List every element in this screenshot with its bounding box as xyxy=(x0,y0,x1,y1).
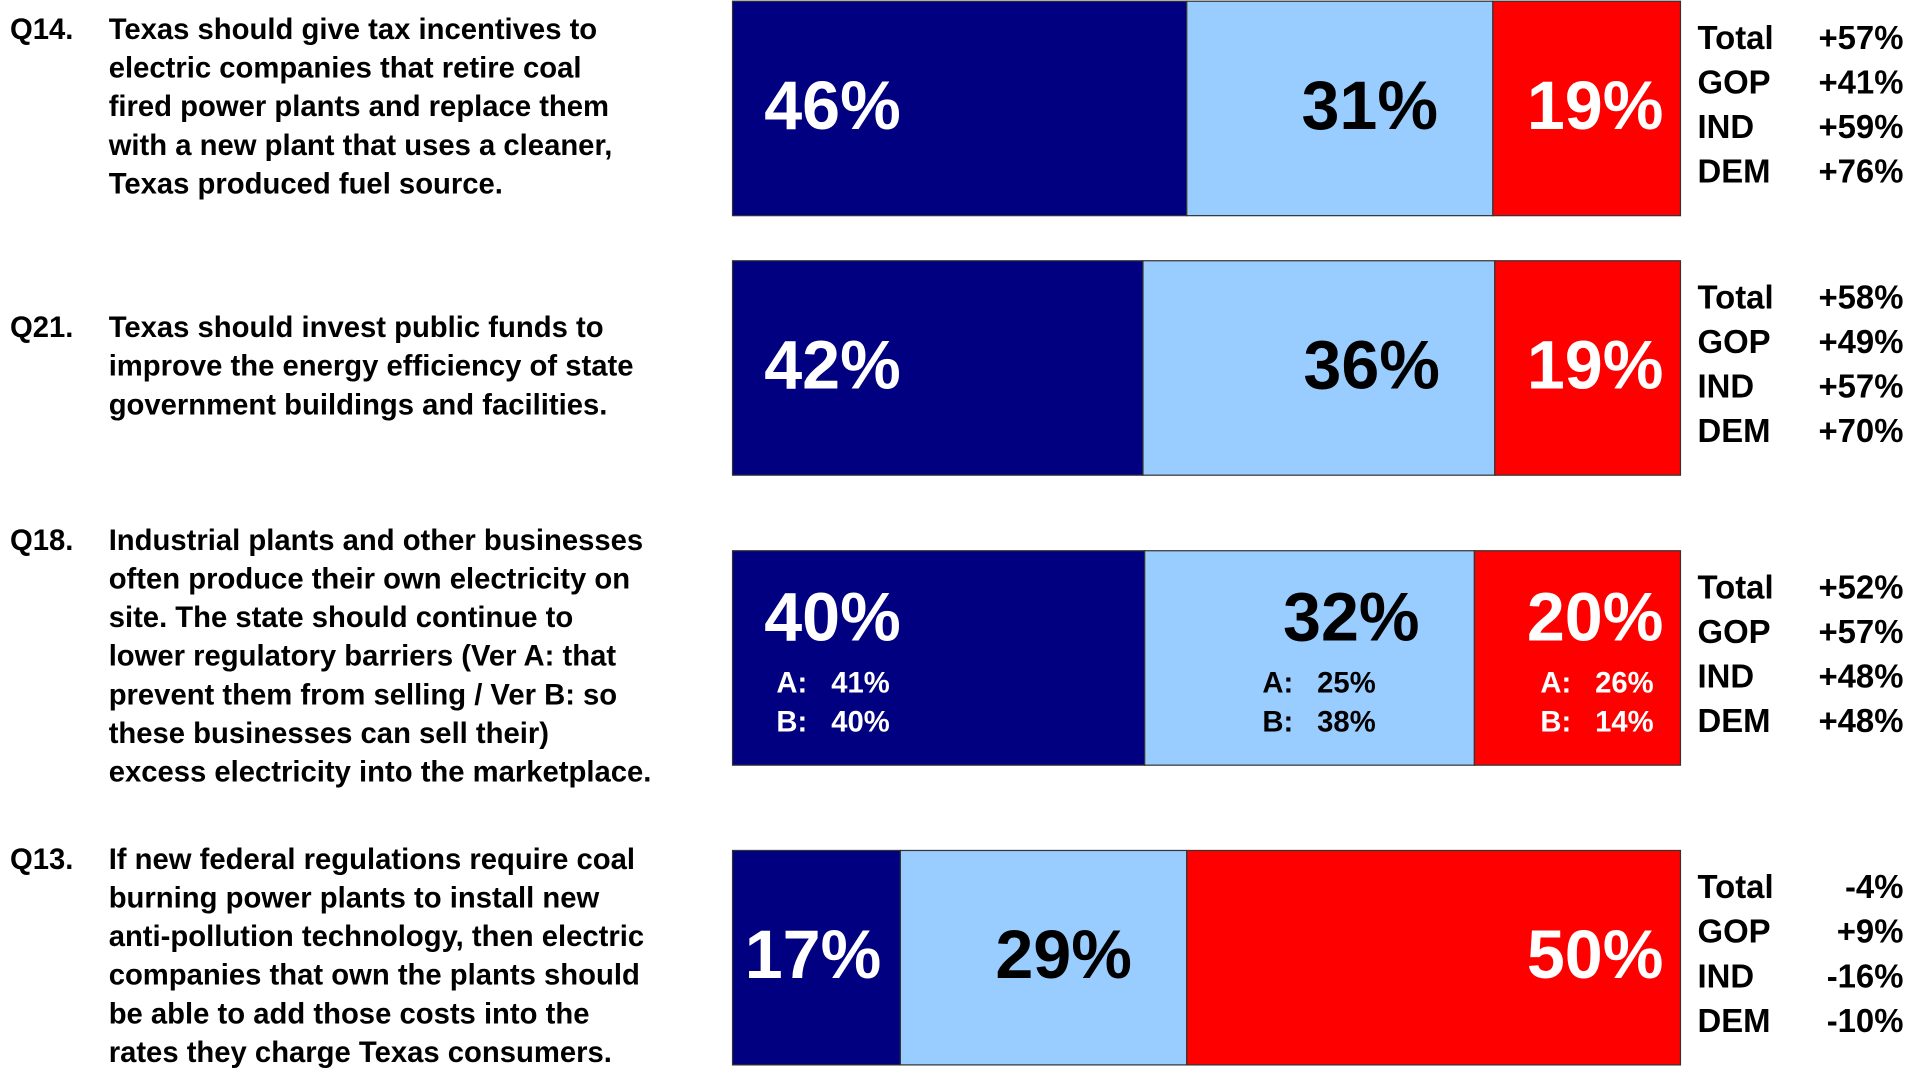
value-label: 42% xyxy=(764,327,901,403)
sub-value: 26% xyxy=(1595,667,1654,699)
value-label: 46% xyxy=(764,68,901,144)
net-group: GOP xyxy=(1698,913,1771,950)
net-group: DEM xyxy=(1698,1002,1771,1039)
net-group: GOP xyxy=(1698,613,1771,650)
net-value: +41% xyxy=(1818,63,1903,100)
net-value: +70% xyxy=(1818,412,1903,449)
net-group: Total xyxy=(1698,19,1774,56)
question-text: companies that own the plants should xyxy=(109,960,640,992)
sub-value: 41% xyxy=(831,667,890,699)
net-value: -10% xyxy=(1827,1002,1904,1039)
sub-label: B: xyxy=(776,706,807,738)
net-group: GOP xyxy=(1698,63,1771,100)
net-group: IND xyxy=(1698,108,1755,145)
net-value: +76% xyxy=(1818,153,1903,190)
question-text: Texas should give tax incentives to xyxy=(109,14,597,46)
net-group: DEM xyxy=(1698,153,1771,190)
net-group: Total xyxy=(1698,568,1774,605)
bar-segment xyxy=(1492,0,1682,217)
bar-segment xyxy=(731,849,902,1066)
sub-label: B: xyxy=(1262,706,1293,738)
value-label: 19% xyxy=(1527,68,1664,144)
question-text: anti-pollution technology, then electric xyxy=(109,921,644,953)
value-label: 17% xyxy=(745,917,882,993)
bar-segment xyxy=(1473,550,1682,766)
question-text: site. The state should continue to xyxy=(109,602,574,634)
sub-label: B: xyxy=(1540,706,1571,738)
question-text: prevent them from selling / Ver B: so xyxy=(109,679,617,711)
net-value: +48% xyxy=(1818,658,1903,695)
question-code: Q18. xyxy=(10,525,73,557)
question-text: improve the energy efficiency of state xyxy=(109,351,634,383)
value-label: 50% xyxy=(1527,917,1664,993)
bar-segment xyxy=(1144,550,1476,766)
bar-segment xyxy=(1142,260,1496,476)
question-text: be able to add those costs into the xyxy=(109,998,590,1030)
sub-value: 38% xyxy=(1317,706,1376,738)
net-group: GOP xyxy=(1698,323,1771,360)
net-group: IND xyxy=(1698,957,1755,994)
net-group: DEM xyxy=(1698,412,1771,449)
net-value: +57% xyxy=(1818,368,1903,405)
bar-segment xyxy=(731,0,1188,217)
bar-segment xyxy=(731,260,1144,476)
question-text: Texas should invest public funds to xyxy=(109,312,604,344)
question-code: Q21. xyxy=(10,312,73,344)
sub-value: 25% xyxy=(1317,667,1376,699)
sub-label: A: xyxy=(1540,667,1571,699)
question-text: burning power plants to install new xyxy=(109,882,600,914)
net-group: IND xyxy=(1698,658,1755,695)
question-text: excess electricity into the marketplace. xyxy=(109,757,652,789)
value-label: 31% xyxy=(1301,68,1438,144)
sub-value: 14% xyxy=(1595,706,1654,738)
net-value: +9% xyxy=(1837,913,1904,950)
net-value: +58% xyxy=(1818,278,1903,315)
question-code: Q13. xyxy=(10,844,73,876)
bar-segment xyxy=(1186,0,1494,217)
value-label: 19% xyxy=(1527,327,1664,403)
bar-segment xyxy=(1186,849,1682,1066)
net-group: Total xyxy=(1698,868,1774,905)
value-label: 40% xyxy=(764,580,901,656)
net-value: -16% xyxy=(1827,957,1904,994)
net-value: +57% xyxy=(1818,613,1903,650)
question-text: with a new plant that uses a cleaner, xyxy=(108,130,613,162)
net-value: +48% xyxy=(1818,702,1903,739)
question-text: fired power plants and replace them xyxy=(109,91,609,123)
net-value: +59% xyxy=(1818,108,1903,145)
net-group: Total xyxy=(1698,278,1774,315)
value-label: 20% xyxy=(1527,580,1664,656)
question-text: electric companies that retire coal xyxy=(109,53,582,85)
net-group: DEM xyxy=(1698,702,1771,739)
bar-segment xyxy=(731,550,1146,766)
net-value: +49% xyxy=(1818,323,1903,360)
net-value: +57% xyxy=(1818,19,1903,56)
question-text: these businesses can sell their) xyxy=(109,718,549,750)
question-text: rates they charge Texas consumers. xyxy=(109,1037,612,1069)
question-text: If new federal regulations require coal xyxy=(109,844,635,876)
sub-label: A: xyxy=(776,667,807,699)
net-value: -4% xyxy=(1845,868,1903,905)
value-label: 29% xyxy=(995,917,1132,993)
question-text: often produce their own electricity on xyxy=(109,563,630,595)
sub-label: A: xyxy=(1262,667,1293,699)
value-label: 36% xyxy=(1303,327,1440,403)
net-group: IND xyxy=(1698,368,1755,405)
value-label: 32% xyxy=(1283,580,1420,656)
question-text: government buildings and facilities. xyxy=(109,389,608,421)
question-text: Texas produced fuel source. xyxy=(109,168,503,200)
bar-segment xyxy=(1494,260,1682,476)
question-text: lower regulatory barriers (Ver A: that xyxy=(109,641,617,673)
question-code: Q14. xyxy=(10,14,73,46)
question-text: Industrial plants and other businesses xyxy=(109,525,643,557)
sub-value: 40% xyxy=(831,706,890,738)
net-value: +52% xyxy=(1818,568,1903,605)
